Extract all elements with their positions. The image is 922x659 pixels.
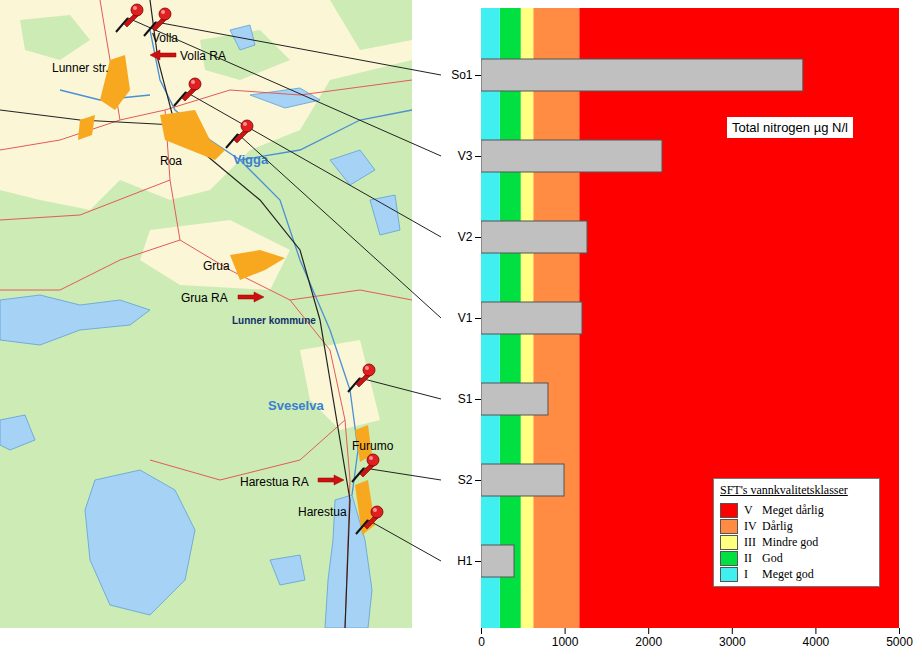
html-text:God: God — [762, 550, 783, 565]
svg-text:Vigga: Vigga — [233, 152, 269, 167]
svg-text:5000: 5000 — [886, 635, 913, 649]
html-text:I: I — [744, 566, 748, 581]
svg-text:So1: So1 — [451, 68, 473, 82]
svg-text:0: 0 — [478, 635, 485, 649]
html-text:Meget god: Meget god — [762, 566, 814, 581]
html-text:Mindre god: Mindre god — [762, 534, 819, 549]
svg-text:V3: V3 — [458, 149, 473, 163]
svg-text:S1: S1 — [458, 392, 473, 406]
html-text:Total nitrogen µg N/l: Total nitrogen µg N/l — [732, 120, 848, 135]
svg-text:V1: V1 — [458, 311, 473, 325]
svg-text:Roa: Roa — [160, 154, 182, 168]
html-text:III: III — [744, 534, 756, 549]
svg-text:Sveselva: Sveselva — [268, 398, 324, 413]
html-text:SFT's vannkvalitetsklasser: SFT's vannkvalitetsklasser — [720, 483, 848, 497]
svg-text:1000: 1000 — [552, 635, 579, 649]
svg-text:2000: 2000 — [635, 635, 662, 649]
svg-text:Grua RA: Grua RA — [181, 291, 228, 305]
svg-text:3000: 3000 — [719, 635, 746, 649]
html-text:IV Dårlig: IV Dårlig — [744, 518, 793, 533]
svg-text:H1: H1 — [457, 554, 473, 568]
svg-text:4000: 4000 — [803, 635, 830, 649]
svg-text:Grua: Grua — [203, 259, 230, 273]
html-text:II: II — [744, 550, 752, 565]
svg-text:Lunner str.: Lunner str. — [52, 61, 109, 75]
svg-text:Harestua: Harestua — [298, 505, 347, 519]
svg-text:S2: S2 — [458, 473, 473, 487]
svg-text:Furumo: Furumo — [352, 439, 394, 453]
svg-text:Lunner kommune: Lunner kommune — [232, 315, 316, 326]
html-text:Meget dårlig: Meget dårlig — [762, 502, 824, 517]
svg-text:V2: V2 — [458, 230, 473, 244]
svg-text:Harestua RA: Harestua RA — [240, 475, 309, 489]
svg-text:Volla RA: Volla RA — [180, 49, 226, 63]
html-text:V: V — [744, 502, 753, 517]
svg-text:Volla: Volla — [152, 31, 178, 45]
